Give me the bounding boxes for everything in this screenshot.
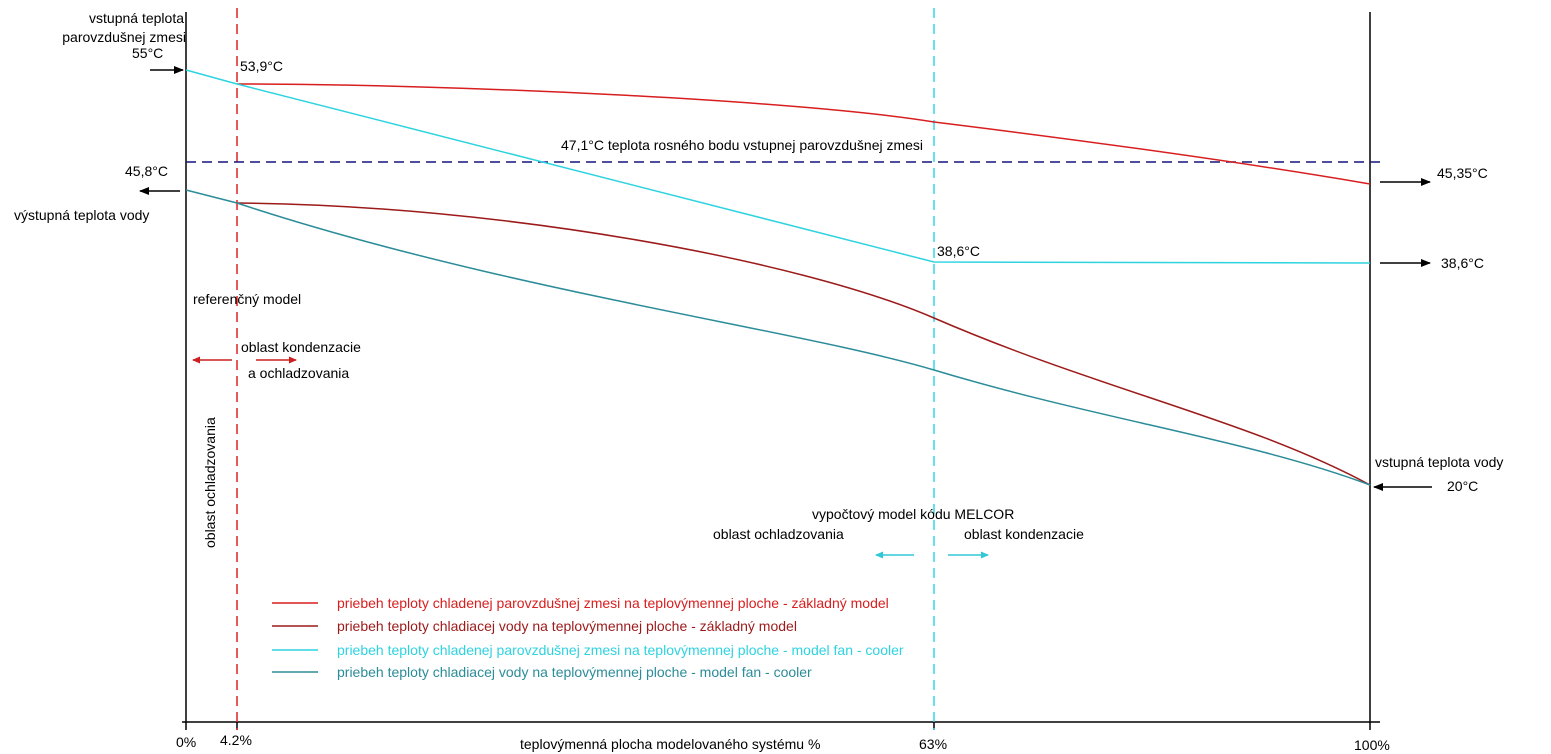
water-curve-fancooler (185, 189, 1371, 486)
legend-label-gas-fancooler: priebeh teploty chladenej parovzdušnej z… (337, 642, 904, 658)
point-38-6-mid-label: 38,6°C (937, 243, 980, 259)
legend: priebeh teploty chladenej parovzdušnej z… (272, 595, 904, 680)
x-tick-label-100: 100% (1354, 737, 1390, 753)
inlet-water-label: vstupná teplota vody (1375, 454, 1503, 470)
legend-label-water-fancooler: priebeh teploty chladiacej vody na teplo… (337, 664, 812, 680)
right-38-6-label: 38,6°C (1441, 255, 1484, 271)
outlet-water-label: výstupná teplota vody (14, 207, 149, 223)
x-tick-label-42: 4.2% (220, 732, 252, 748)
inlet-gas-label-line1: vstupná teplota (89, 10, 184, 26)
ref-condensation-cooling-line2: a ochladzovania (248, 365, 349, 381)
right-45-35-label: 45,35°C (1437, 165, 1488, 181)
x-tick-label-0: 0% (176, 734, 196, 750)
water-curve-base (236, 202, 1371, 486)
dew-point-label: 47,1°C teplota rosného bodu vstupnej par… (561, 137, 923, 153)
outlet-water-value: 45,8°C (125, 163, 168, 179)
inlet-gas-value: 55°C (132, 45, 163, 61)
gas-curve-base (236, 83, 1371, 185)
inlet-water-value: 20°C (1447, 478, 1478, 494)
reference-model-label: referenčný model (193, 291, 301, 307)
ref-cooling-vertical-label: oblast ochladzovania (202, 417, 218, 548)
inlet-gas-label-line2: parovzdušnej zmesi (62, 29, 186, 45)
ref-condensation-cooling-line1: oblast kondenzacie (241, 339, 361, 355)
x-tick-label-63: 63% (919, 736, 947, 752)
point-53-9-label: 53,9°C (240, 58, 283, 74)
melcor-cooling-label: oblast ochladzovania (713, 526, 844, 542)
legend-label-water-base: priebeh teploty chladiacej vody na teplo… (337, 618, 797, 634)
legend-label-gas-base: priebeh teploty chladenej parovzdušnej z… (337, 595, 889, 611)
melcor-condensation-label: oblast kondenzacie (964, 526, 1084, 542)
x-axis-title: teplovýmenná plocha modelovaného systému… (520, 736, 820, 752)
melcor-model-label: vypočtový model kódu MELCOR (812, 506, 1014, 522)
gas-curve-fancooler (185, 69, 1371, 264)
